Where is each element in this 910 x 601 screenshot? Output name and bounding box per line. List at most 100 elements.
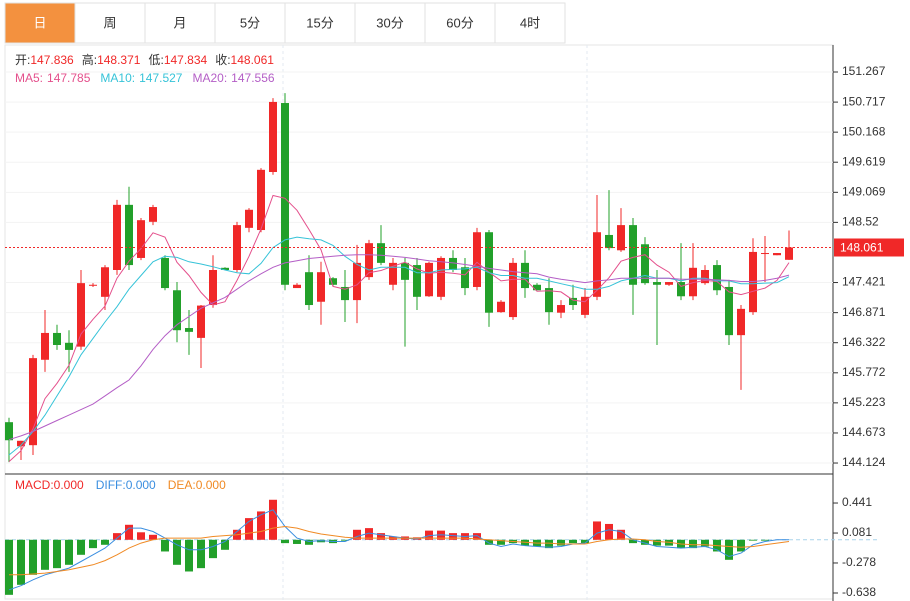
macd-bar (629, 539, 637, 544)
tab[interactable]: 月 (144, 2, 216, 44)
candle-body (593, 232, 601, 297)
macd-bar (209, 539, 217, 559)
tab[interactable]: 30分 (354, 2, 426, 44)
macd-bar (5, 539, 13, 595)
candle-body (497, 301, 505, 313)
candle-body (137, 220, 145, 258)
candle-body (521, 262, 529, 289)
candle-body (653, 282, 661, 285)
y-tick-label: 144.124 (842, 455, 886, 469)
candle-body (317, 272, 325, 302)
candle-body (533, 284, 541, 291)
candle-body (293, 284, 301, 289)
tab-box (424, 2, 496, 44)
y-tick-label: 145.772 (842, 365, 886, 379)
macd-legend: MACD:0.000 DIFF:0.000 DEA:0.000 (15, 478, 226, 492)
macd-legend-name: DIFF: (96, 478, 126, 492)
ohlc-info: 开:147.836 高:148.371 低:147.834 收:148.061 (15, 52, 274, 67)
tab-label: 60分 (446, 15, 473, 30)
macd-bar (173, 539, 181, 565)
candle-body (677, 282, 685, 297)
candle-body (617, 225, 625, 251)
y-tick-label: 144.673 (842, 425, 886, 439)
candle-body (41, 332, 49, 360)
macd-bar (653, 539, 661, 546)
tab-box (4, 2, 76, 44)
y-tick-label: -0.638 (842, 585, 876, 599)
macd-bar (77, 539, 85, 555)
macd-bar (101, 539, 109, 545)
candle-body (53, 332, 61, 345)
ma-legend-value: 147.527 (139, 71, 183, 85)
candle-body (149, 207, 157, 222)
ma-legend-value: 147.785 (47, 71, 91, 85)
macd-bar (449, 533, 457, 540)
macd-line (8, 509, 789, 591)
tab[interactable]: 60分 (424, 2, 496, 44)
candle-body (113, 204, 121, 270)
candle-body (221, 267, 229, 270)
macd-bar (113, 533, 121, 540)
candle-body (185, 328, 193, 332)
last-price-box (834, 238, 904, 257)
candle-body (377, 243, 385, 263)
candle-body (641, 244, 649, 284)
marks (5, 93, 833, 595)
macd-bar (341, 539, 349, 541)
tab[interactable]: 4时 (494, 2, 566, 44)
tab-label: 周 (103, 15, 116, 30)
macd-bar (53, 539, 61, 569)
macd-bar (41, 539, 49, 570)
candle-body (749, 251, 757, 313)
candle-body (101, 267, 109, 297)
tab-label: 15分 (306, 15, 333, 30)
y-tick-label: 146.322 (842, 335, 886, 349)
candle-body (425, 262, 433, 297)
macd-legend-value: 0.000 (196, 478, 226, 492)
y-tick-label: 149.069 (842, 184, 886, 198)
macd-bar (137, 532, 145, 540)
candle-body (245, 209, 253, 228)
tab-label: 5分 (240, 15, 260, 30)
candle-body (5, 422, 13, 441)
y-tick-label: -0.278 (842, 555, 876, 569)
candle-body (161, 257, 169, 289)
y-tick-label: 149.619 (842, 154, 886, 168)
candle-body (305, 272, 313, 306)
candle-body (461, 267, 469, 289)
macd-bar (485, 539, 493, 545)
macd-bar (557, 539, 565, 546)
tab-label: 4时 (520, 15, 540, 30)
candle-body (17, 440, 25, 447)
tab[interactable]: 日 (4, 2, 76, 44)
macd-bar (125, 524, 133, 540)
tab[interactable]: 周 (74, 2, 146, 44)
candle-body (773, 253, 781, 256)
tab[interactable]: 5分 (214, 2, 286, 44)
macd-bar (185, 539, 193, 572)
ma-legend-value: 147.556 (231, 71, 275, 85)
candle-body (665, 282, 673, 285)
macd-bar (569, 539, 577, 544)
macd-legend-name: DEA: (168, 478, 196, 492)
candle-body (29, 358, 37, 446)
ma-legend: MA5: 147.785 MA10: 147.527 MA20: 147.556 (15, 71, 275, 85)
candle-body (77, 283, 85, 347)
candle-body (449, 257, 457, 270)
ma-legend-name: MA5: (15, 71, 43, 85)
tab-label: 月 (173, 15, 186, 30)
macd-bar (257, 511, 265, 540)
y-tick-label: 147.421 (842, 275, 886, 289)
y-tick-label: 151.267 (842, 64, 886, 78)
macd-bar (617, 529, 625, 540)
tab[interactable]: 15分 (284, 2, 356, 44)
macd-bar (737, 539, 745, 552)
macd-legend-value: 0.000 (126, 478, 156, 492)
candle-body (257, 169, 265, 231)
macd-bar (497, 539, 505, 545)
ma-legend-name: MA20: (192, 71, 227, 85)
macd-bar (545, 539, 553, 549)
macd-legend-value: 0.000 (54, 478, 84, 492)
